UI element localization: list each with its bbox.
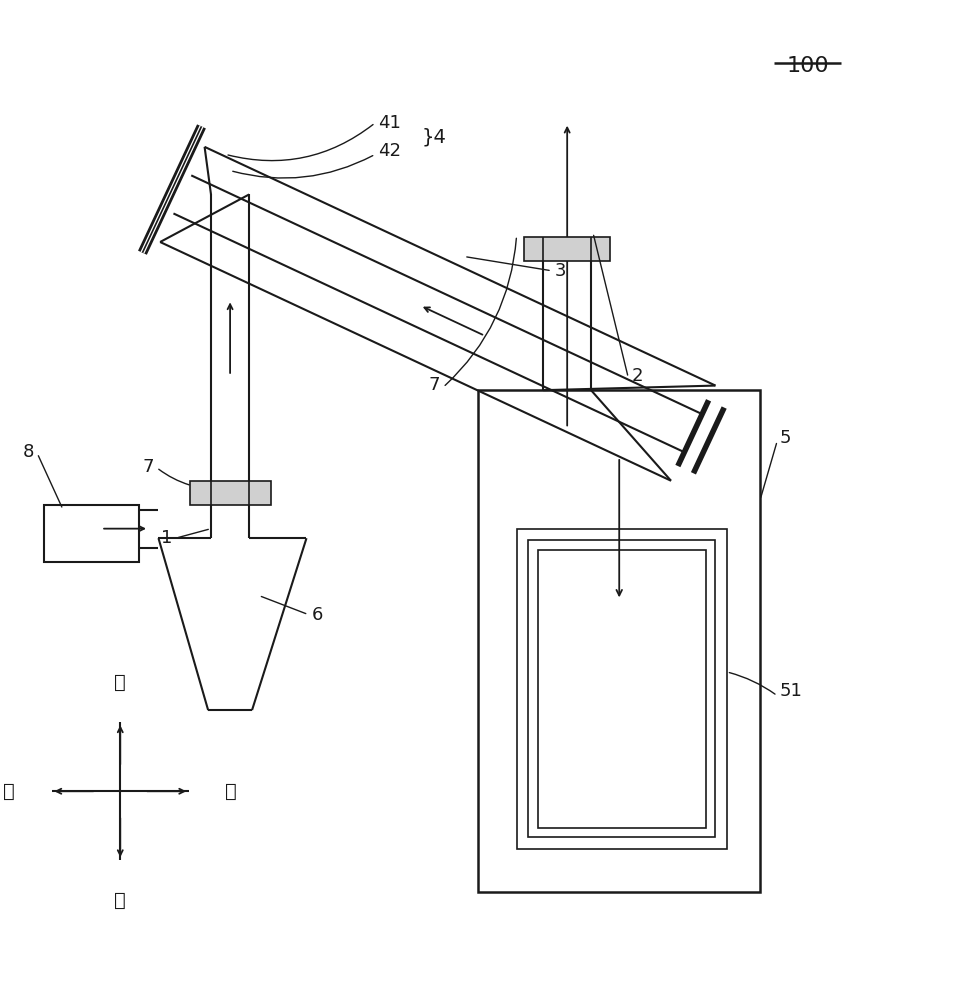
Text: 8: 8 xyxy=(23,443,35,461)
Text: 左: 左 xyxy=(4,782,15,801)
Text: 1: 1 xyxy=(161,529,173,547)
Text: 3: 3 xyxy=(554,262,566,280)
Bar xyxy=(44,505,139,562)
Text: 上: 上 xyxy=(114,673,126,692)
Text: }4: }4 xyxy=(421,128,446,147)
Text: 100: 100 xyxy=(786,56,828,76)
Bar xyxy=(537,550,705,828)
Bar xyxy=(189,481,270,505)
Text: 右: 右 xyxy=(225,782,236,801)
Text: 51: 51 xyxy=(778,682,801,700)
Text: 6: 6 xyxy=(311,606,322,624)
Text: 42: 42 xyxy=(378,142,401,160)
Text: 下: 下 xyxy=(114,891,126,910)
Text: 7: 7 xyxy=(429,376,440,394)
Text: 2: 2 xyxy=(630,367,642,385)
Text: 41: 41 xyxy=(378,114,401,132)
Text: 5: 5 xyxy=(778,429,790,447)
Text: 7: 7 xyxy=(142,458,154,476)
Bar xyxy=(524,237,609,261)
Bar xyxy=(528,540,714,837)
Bar xyxy=(516,529,726,849)
Bar xyxy=(478,390,759,892)
